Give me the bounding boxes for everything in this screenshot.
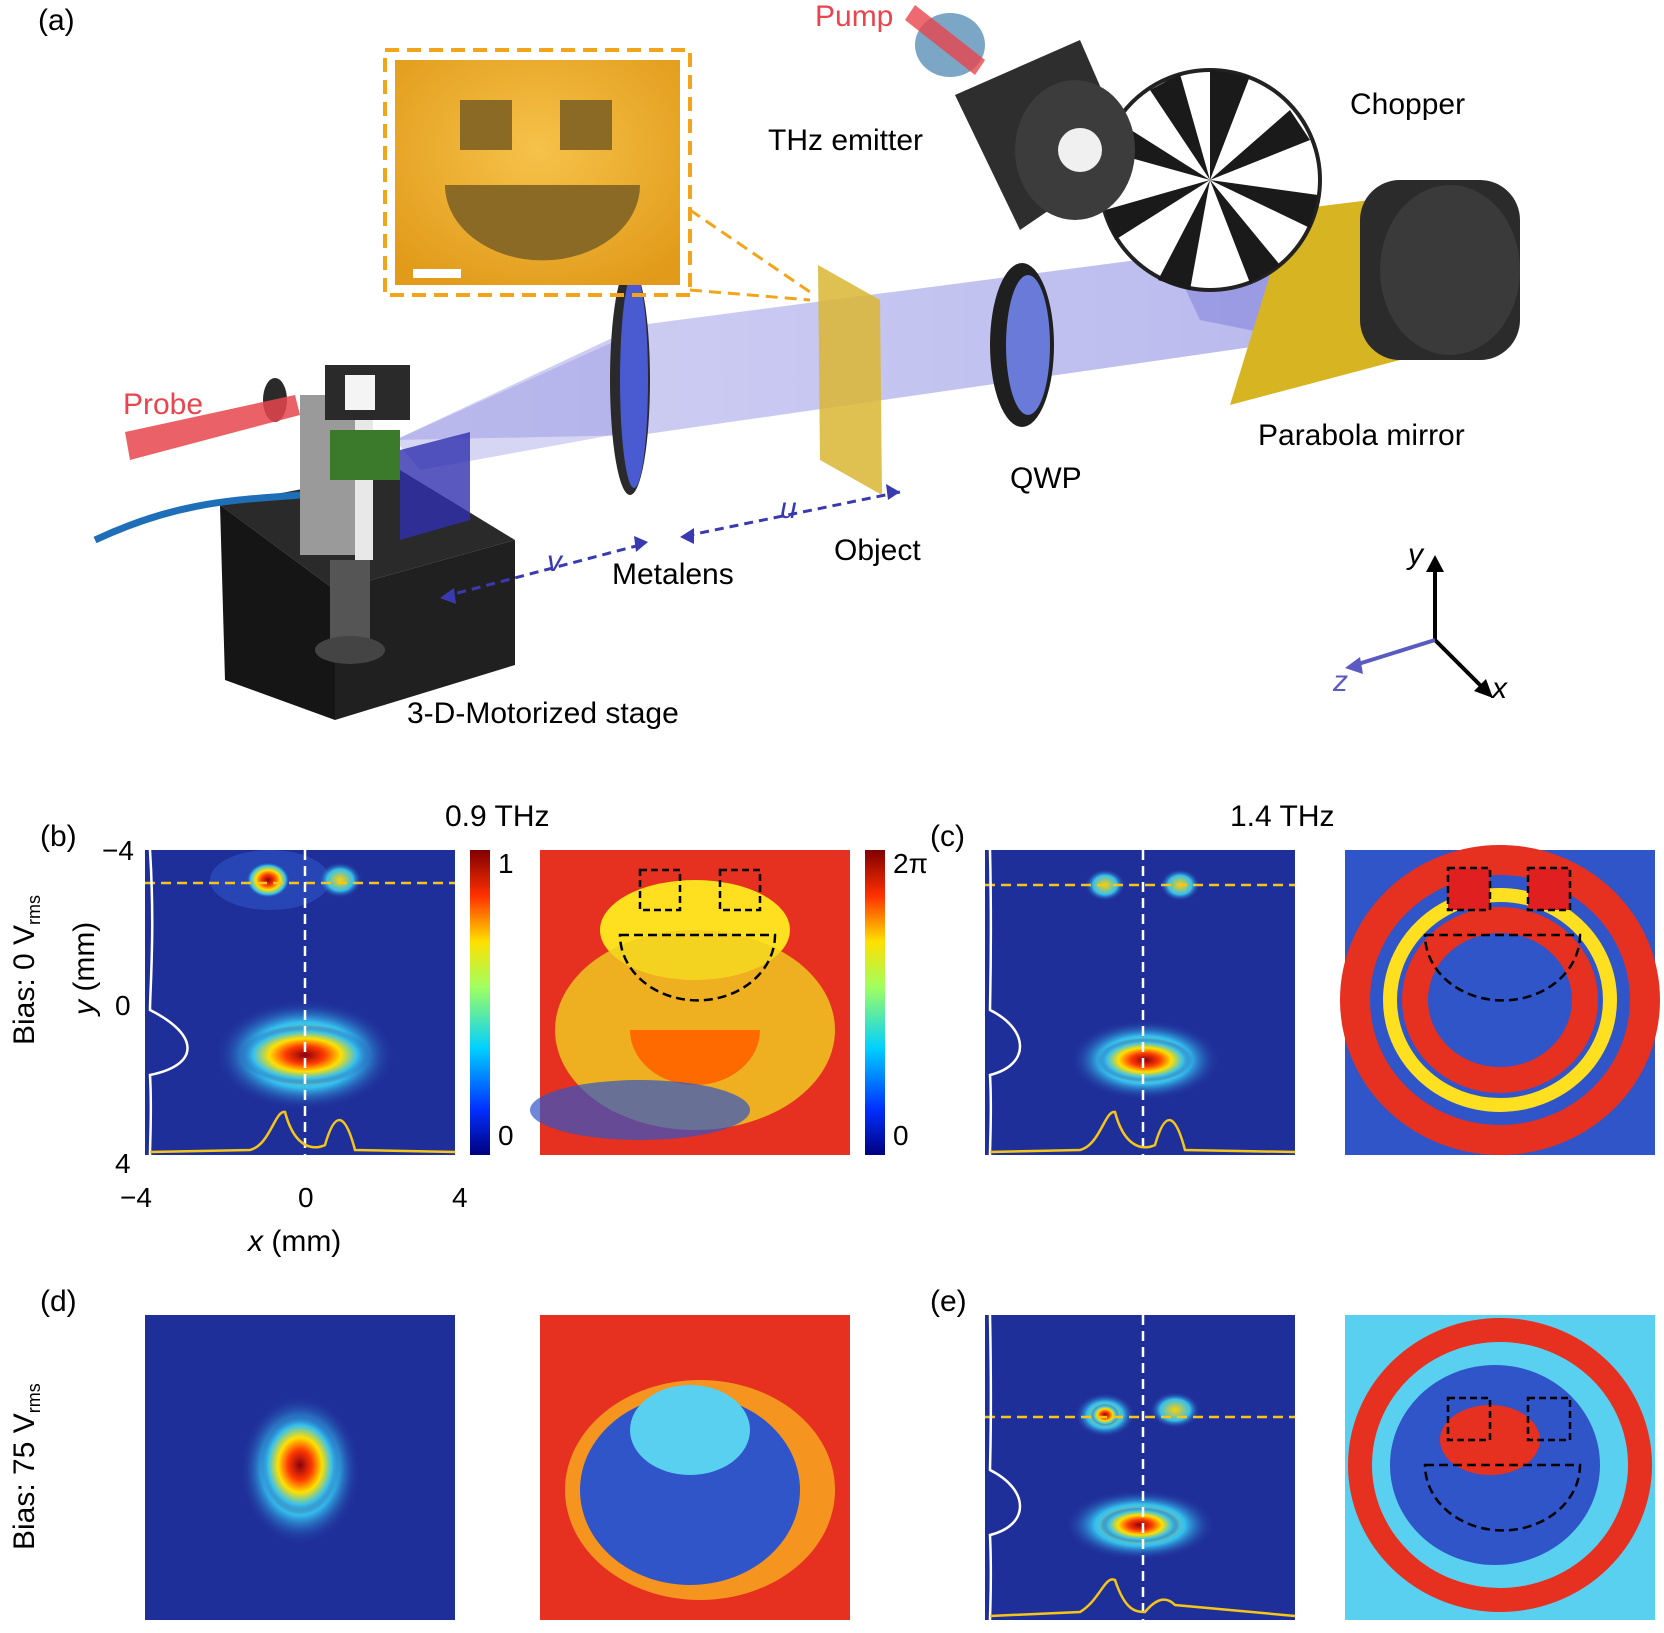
label-qwp: QWP [1010,462,1082,495]
freq-label-1-4: 1.4 THz [1230,800,1335,833]
label-pump: Pump [815,0,894,33]
detector-board [330,430,400,480]
map-c-amplitude [985,850,1295,1155]
label-thz-emitter: THz emitter [768,124,924,157]
pump-beam [905,5,985,75]
x-axis-var: x [248,1225,263,1258]
label-v: v [547,545,562,578]
fiber-cable [93,491,301,544]
x-axis-unit: (mm) [263,1225,342,1258]
panel-label-c: (c) [930,820,965,853]
sample-eye-right [560,100,612,150]
colorbar-amp-min: 0 [498,1120,514,1151]
motorized-stage-side [335,540,515,720]
label-chopper: Chopper [1350,88,1466,121]
freq-label-0-9: 0.9 THz [445,800,550,833]
panel-label-a: (a) [38,4,75,37]
x-tick-left: −4 [120,1182,152,1213]
sample-eye-left [460,100,512,150]
panel-label-e: (e) [930,1285,967,1318]
label-probe: Probe [123,388,204,421]
motorized-stage-front [220,505,335,720]
panel-label-b: (b) [40,820,77,853]
axis-label-z: z [1333,665,1348,698]
map-e-amplitude [985,1315,1295,1620]
colorbar-amp-max: 1 [498,848,514,879]
focused-beam [395,330,640,470]
label-object: Object [834,534,921,567]
label-parabola-mirror: Parabola mirror [1258,419,1465,452]
y-tick-mid: 0 [115,990,131,1021]
x-axis-label: x (mm) [248,1225,341,1259]
panel-label-d: (d) [40,1285,77,1318]
label-u: u [780,492,797,525]
label-metalens: Metalens [612,558,734,591]
colorbar-phase-max: 2π [893,848,928,879]
colorbar-amplitude [470,850,490,1155]
x-tick-right: 4 [452,1182,468,1213]
sample-mouth [445,185,640,261]
label-stage: 3-D-Motorized stage [407,697,679,730]
setup-illustration [93,5,1520,720]
sample-inset-border [383,48,692,297]
detector-crystal [400,432,470,540]
scale-bar [413,269,461,278]
y-tick-top: −4 [102,835,134,866]
axis-label-x: x [1492,672,1507,705]
x-tick-mid: 0 [298,1182,314,1213]
axis-label-y: y [1408,538,1423,571]
colorbar-phase-min: 0 [893,1120,909,1151]
object-plate [818,265,882,495]
probe-beam [125,395,300,460]
y-tick-bottom: 4 [115,1148,131,1179]
colorbar-phase [865,850,885,1155]
